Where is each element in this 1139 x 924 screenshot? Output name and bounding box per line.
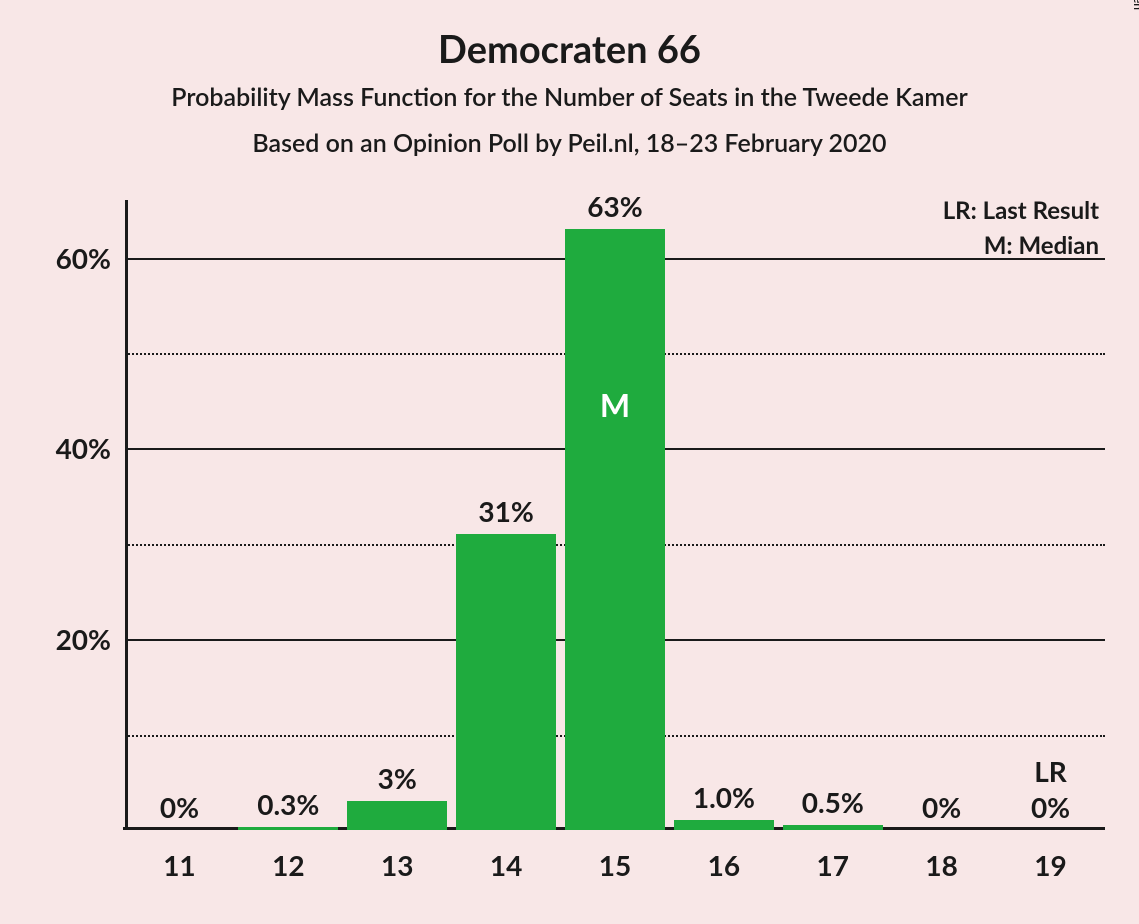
bar-value-label: 0.3%	[257, 787, 319, 827]
y-tick-label: 40%	[56, 431, 125, 465]
x-tick-label: 19	[1034, 830, 1066, 882]
bar: 1.0%	[674, 820, 774, 830]
chart-subtitle-2: Based on an Opinion Poll by Peil.nl, 18–…	[0, 128, 1139, 158]
x-tick-label: 17	[817, 830, 849, 882]
x-tick-label: 16	[708, 830, 740, 882]
y-axis-line	[125, 200, 128, 830]
legend: LR: Last Result M: Median	[943, 196, 1099, 260]
chart-title: Democraten 66	[0, 26, 1139, 72]
chart-subtitle-1: Probability Mass Function for the Number…	[0, 82, 1139, 112]
y-tick-label: 60%	[56, 241, 125, 275]
bar-value-label: 0.5%	[802, 785, 864, 825]
copyright-text: © 2020 Filip van Laenen	[1131, 0, 1139, 10]
bar-value-label: 31%	[478, 494, 533, 534]
x-tick-label: 11	[163, 830, 195, 882]
x-tick-label: 15	[599, 830, 631, 882]
x-tick-label: 12	[272, 830, 304, 882]
plot-area: 0%0.3%3%31%63%M1.0%0.5%0%0%LR 1112131415…	[125, 210, 1105, 830]
bar-value-label: 1.0%	[693, 780, 755, 820]
bar-value-label: 63%	[587, 189, 642, 229]
x-tick-label: 14	[490, 830, 522, 882]
bar: 63%M	[565, 229, 665, 830]
chart-container: Democraten 66 Probability Mass Function …	[0, 0, 1139, 924]
median-mark: M	[600, 385, 630, 424]
x-tick-label: 18	[925, 830, 957, 882]
bar: 3%	[347, 801, 447, 830]
y-tick-label: 20%	[56, 622, 125, 656]
bar: 31%	[456, 534, 556, 830]
bar-value-label: 0%	[922, 790, 961, 830]
bar-extra-label: LR	[1034, 754, 1067, 830]
bar-value-label: 0%	[160, 790, 199, 830]
legend-m: M: Median	[943, 231, 1099, 260]
legend-lr: LR: Last Result	[943, 196, 1099, 225]
x-tick-label: 13	[381, 830, 413, 882]
bar-value-label: 3%	[378, 761, 417, 801]
